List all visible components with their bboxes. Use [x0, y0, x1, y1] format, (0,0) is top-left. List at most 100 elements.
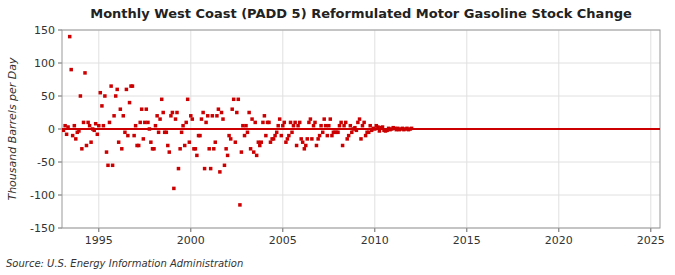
- point: [68, 35, 72, 39]
- tick-label: 2025: [637, 234, 665, 247]
- tick: [558, 228, 559, 232]
- point: [134, 124, 138, 128]
- point: [214, 140, 218, 144]
- y-axis-label: Thousand Barrels per Day: [6, 57, 19, 201]
- point: [287, 134, 291, 138]
- point: [238, 203, 242, 207]
- point: [220, 111, 224, 115]
- point: [326, 134, 330, 138]
- point: [103, 94, 107, 98]
- tick: [466, 228, 467, 232]
- axes: 1995200020052010201520202025-150-100-500…: [30, 24, 665, 247]
- point: [120, 147, 124, 151]
- point: [105, 150, 109, 154]
- point: [252, 150, 256, 154]
- point: [138, 121, 142, 125]
- point: [261, 121, 265, 125]
- point: [142, 137, 146, 141]
- point: [203, 167, 207, 171]
- point: [227, 134, 231, 138]
- point: [253, 121, 257, 125]
- point: [316, 137, 320, 141]
- point: [241, 124, 245, 128]
- point: [157, 131, 161, 135]
- tick: [58, 228, 62, 229]
- point: [306, 137, 310, 141]
- chart: 1995200020052010201520202025-150-100-500…: [0, 0, 675, 275]
- point: [74, 137, 78, 141]
- point: [289, 121, 293, 125]
- point: [223, 164, 227, 168]
- point: [106, 164, 110, 168]
- point: [122, 114, 126, 118]
- point: [131, 84, 135, 88]
- point: [215, 114, 219, 118]
- point: [168, 150, 172, 154]
- point: [69, 68, 73, 72]
- point: [356, 121, 360, 125]
- point: [269, 140, 273, 144]
- point: [140, 107, 144, 111]
- point: [204, 121, 208, 125]
- grid-line: [62, 195, 660, 196]
- point: [97, 124, 101, 128]
- tick: [58, 96, 62, 97]
- point: [146, 121, 150, 125]
- point: [166, 144, 170, 148]
- point: [172, 187, 176, 191]
- point: [247, 111, 251, 115]
- point: [327, 124, 331, 128]
- point: [207, 147, 211, 151]
- tick-label: -150: [30, 222, 55, 235]
- point: [249, 147, 253, 151]
- point: [336, 131, 340, 135]
- grid-line: [62, 63, 660, 64]
- point: [281, 124, 285, 128]
- point: [137, 144, 141, 148]
- point: [99, 91, 103, 95]
- point: [125, 88, 128, 92]
- point: [286, 137, 290, 141]
- grid-line: [62, 129, 660, 130]
- point: [324, 124, 328, 128]
- point: [145, 107, 149, 111]
- point: [258, 144, 262, 148]
- point: [109, 84, 113, 88]
- tick-label: -50: [37, 156, 55, 169]
- point: [161, 111, 165, 115]
- point: [154, 124, 158, 128]
- point: [160, 98, 164, 102]
- point: [85, 144, 89, 148]
- point: [272, 137, 276, 141]
- point: [237, 98, 241, 102]
- title: Monthly West Coast (PADD 5) Reformulated…: [90, 6, 632, 21]
- point: [345, 137, 349, 141]
- point: [321, 131, 325, 135]
- point: [313, 121, 317, 125]
- point: [298, 121, 302, 125]
- point: [244, 124, 248, 128]
- point: [330, 134, 334, 138]
- tick-label: 2000: [177, 234, 205, 247]
- tick: [190, 228, 191, 232]
- point: [178, 147, 182, 151]
- marks: [62, 35, 660, 207]
- point: [188, 140, 192, 144]
- point: [296, 124, 300, 128]
- point: [341, 144, 345, 148]
- point: [230, 107, 234, 111]
- point: [143, 121, 147, 125]
- point: [89, 140, 93, 144]
- point: [209, 167, 213, 171]
- tick-label: 2015: [453, 234, 481, 247]
- point: [221, 117, 225, 121]
- point: [276, 124, 280, 128]
- point: [158, 117, 162, 121]
- point: [309, 117, 313, 121]
- point: [349, 124, 353, 128]
- point: [198, 134, 202, 138]
- point: [128, 101, 132, 105]
- point: [318, 134, 322, 138]
- point: [83, 71, 87, 75]
- point: [275, 131, 279, 135]
